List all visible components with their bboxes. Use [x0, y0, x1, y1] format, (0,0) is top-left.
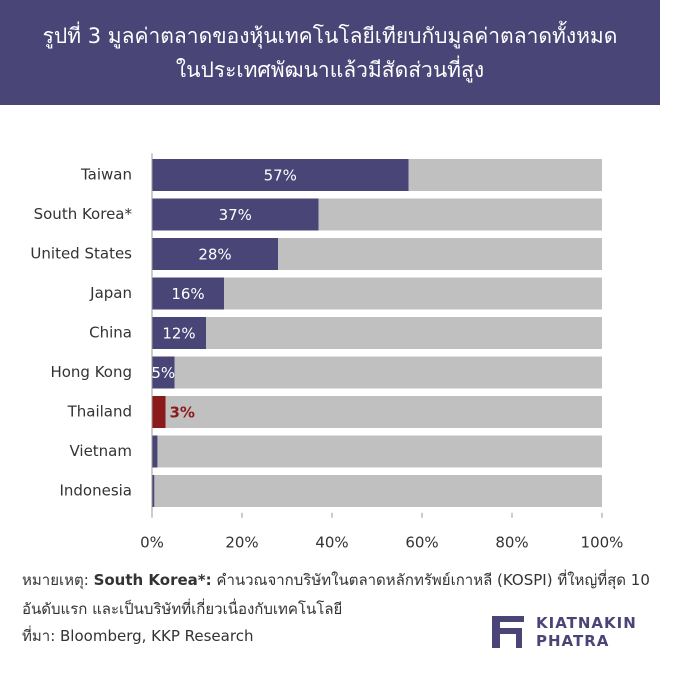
- chart: Taiwan 57% South Korea* 37% United States 28%…: [30, 153, 624, 551]
- value-label: 3%: [170, 404, 195, 422]
- bar: [152, 435, 158, 468]
- title: ในประเทศพัฒนาแล้วมีสัดส่วนที่สูง: [175, 57, 485, 82]
- logo-text: KIATNAKIN: [536, 614, 637, 632]
- y-tick-label: Taiwan: [80, 166, 132, 184]
- bar: [152, 475, 155, 507]
- track: [152, 277, 602, 310]
- track: [152, 396, 602, 428]
- bar: [152, 356, 175, 389]
- value-label: 12%: [162, 325, 195, 343]
- note: หมายเหตุ: South Korea*: คำนวณจากบริษัทใน…: [22, 566, 652, 624]
- logo-text: PHATRA: [536, 632, 610, 650]
- note-prefix: หมายเหตุ:: [22, 571, 89, 589]
- title: รูปที่ 3 มูลค่าตลาดของหุ้นเทคโนโลยีเทียบ…: [42, 23, 618, 48]
- y-tick-label: Japan: [89, 284, 132, 302]
- value-label: 37%: [219, 206, 252, 224]
- bar: [152, 198, 319, 231]
- x-tick-label: 0%: [140, 533, 164, 551]
- track: [152, 356, 602, 389]
- x-tick-label: 100%: [581, 533, 624, 551]
- track: [152, 435, 602, 468]
- bar: [152, 317, 206, 349]
- track: [152, 317, 602, 349]
- y-tick-label: Thailand: [67, 403, 132, 421]
- value-label: 16%: [171, 285, 204, 303]
- y-tick-label: Indonesia: [59, 482, 132, 500]
- bar: [152, 159, 409, 191]
- value-label: 5%: [151, 364, 175, 382]
- x-tick-label: 20%: [225, 533, 258, 551]
- logo-icon: [492, 616, 524, 648]
- track: [152, 475, 602, 507]
- y-tick-label: China: [89, 324, 132, 342]
- y-tick-label: Hong Kong: [50, 363, 132, 381]
- note-text: คำนวณจากบริษัทในตลาดหลักทรัพย์เกาหลี (KO…: [22, 571, 650, 618]
- y-tick-label: South Korea*: [34, 205, 133, 223]
- x-tick-label: 80%: [495, 533, 528, 551]
- x-tick-label: 40%: [315, 533, 348, 551]
- header: รูปที่ 3 มูลค่าตลาดของหุ้นเทคโนโลยีเทียบ…: [0, 0, 660, 105]
- note-key: South Korea*:: [93, 571, 212, 589]
- value-label: 28%: [198, 246, 231, 264]
- y-tick-label: United States: [30, 245, 132, 263]
- bar: [152, 277, 224, 310]
- source: ที่มา: Bloomberg, KKP Research: [22, 627, 254, 645]
- value-label: 57%: [264, 167, 297, 185]
- y-tick-label: Vietnam: [69, 442, 132, 460]
- logo: KIATNAKIN PHATRA: [488, 612, 637, 652]
- bar: [152, 238, 278, 270]
- x-tick-label: 60%: [405, 533, 438, 551]
- bar: [152, 396, 166, 428]
